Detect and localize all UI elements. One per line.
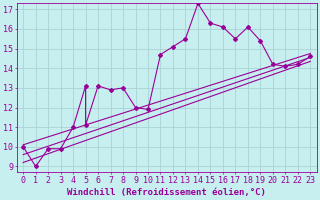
X-axis label: Windchill (Refroidissement éolien,°C): Windchill (Refroidissement éolien,°C) bbox=[67, 188, 266, 197]
